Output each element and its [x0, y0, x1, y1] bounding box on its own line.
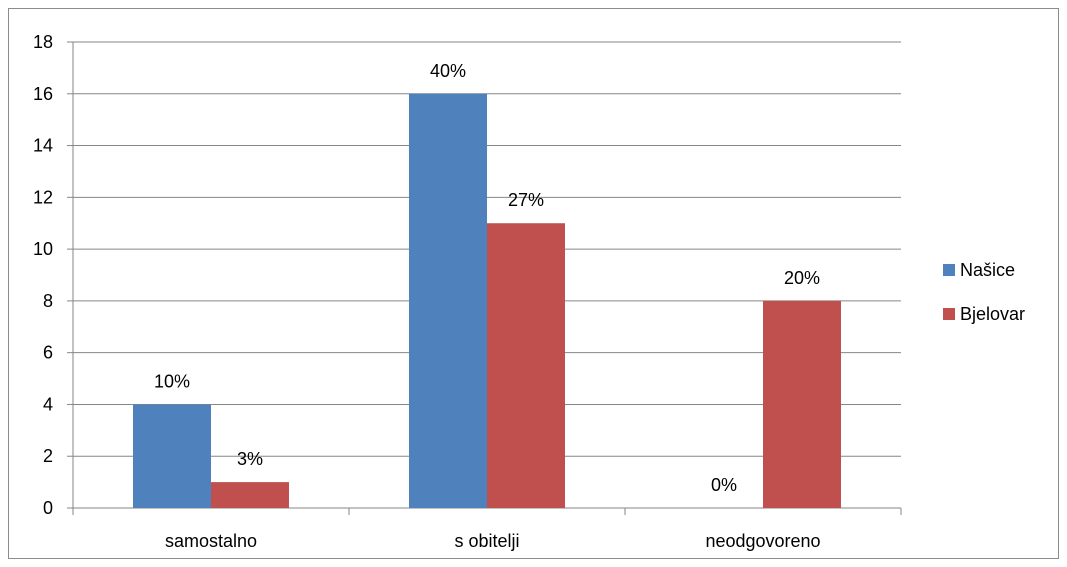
y-tick-label: 8: [43, 291, 53, 311]
data-label: 10%: [154, 371, 190, 391]
bar-bjelovar-1: [487, 223, 565, 508]
x-axis-category-labels: samostalno s obitelji neodgovoreno: [165, 531, 821, 551]
bars: [133, 93, 841, 509]
legend-label: Bjelovar: [960, 304, 1025, 324]
data-label: 20%: [784, 268, 820, 288]
x-category-label: s obitelji: [454, 531, 519, 551]
y-tick-label: 10: [33, 239, 53, 259]
y-tick-label: 14: [33, 136, 53, 156]
data-label: 40%: [430, 61, 466, 81]
y-tick-label: 12: [33, 187, 53, 207]
legend-swatch: [943, 308, 955, 320]
y-tick-label: 4: [43, 394, 53, 414]
data-label: 3%: [237, 449, 263, 469]
legend-label: Našice: [960, 260, 1015, 280]
bar-na-ice-1: [409, 93, 487, 509]
y-tick-label: 16: [33, 84, 53, 104]
x-category-label: neodgovoreno: [705, 531, 820, 551]
y-tick-label: 18: [33, 32, 53, 52]
data-label: 27%: [508, 190, 544, 210]
y-axis-tick-labels: 0 2 4 6 8 10 12 14 16 18: [33, 32, 53, 518]
y-tick-label: 2: [43, 446, 53, 466]
bar-bjelovar-0: [211, 482, 289, 508]
legend: Našice Bjelovar: [943, 260, 1025, 324]
bar-bjelovar-2: [763, 300, 841, 508]
data-label: 0%: [711, 475, 737, 495]
x-category-label: samostalno: [165, 531, 257, 551]
y-tick-label: 0: [43, 498, 53, 518]
bar-na-ice-0: [133, 404, 211, 508]
y-tick-label: 6: [43, 343, 53, 363]
data-labels: 10% 3% 40% 27% 0% 20%: [154, 61, 820, 495]
legend-swatch: [943, 264, 955, 276]
